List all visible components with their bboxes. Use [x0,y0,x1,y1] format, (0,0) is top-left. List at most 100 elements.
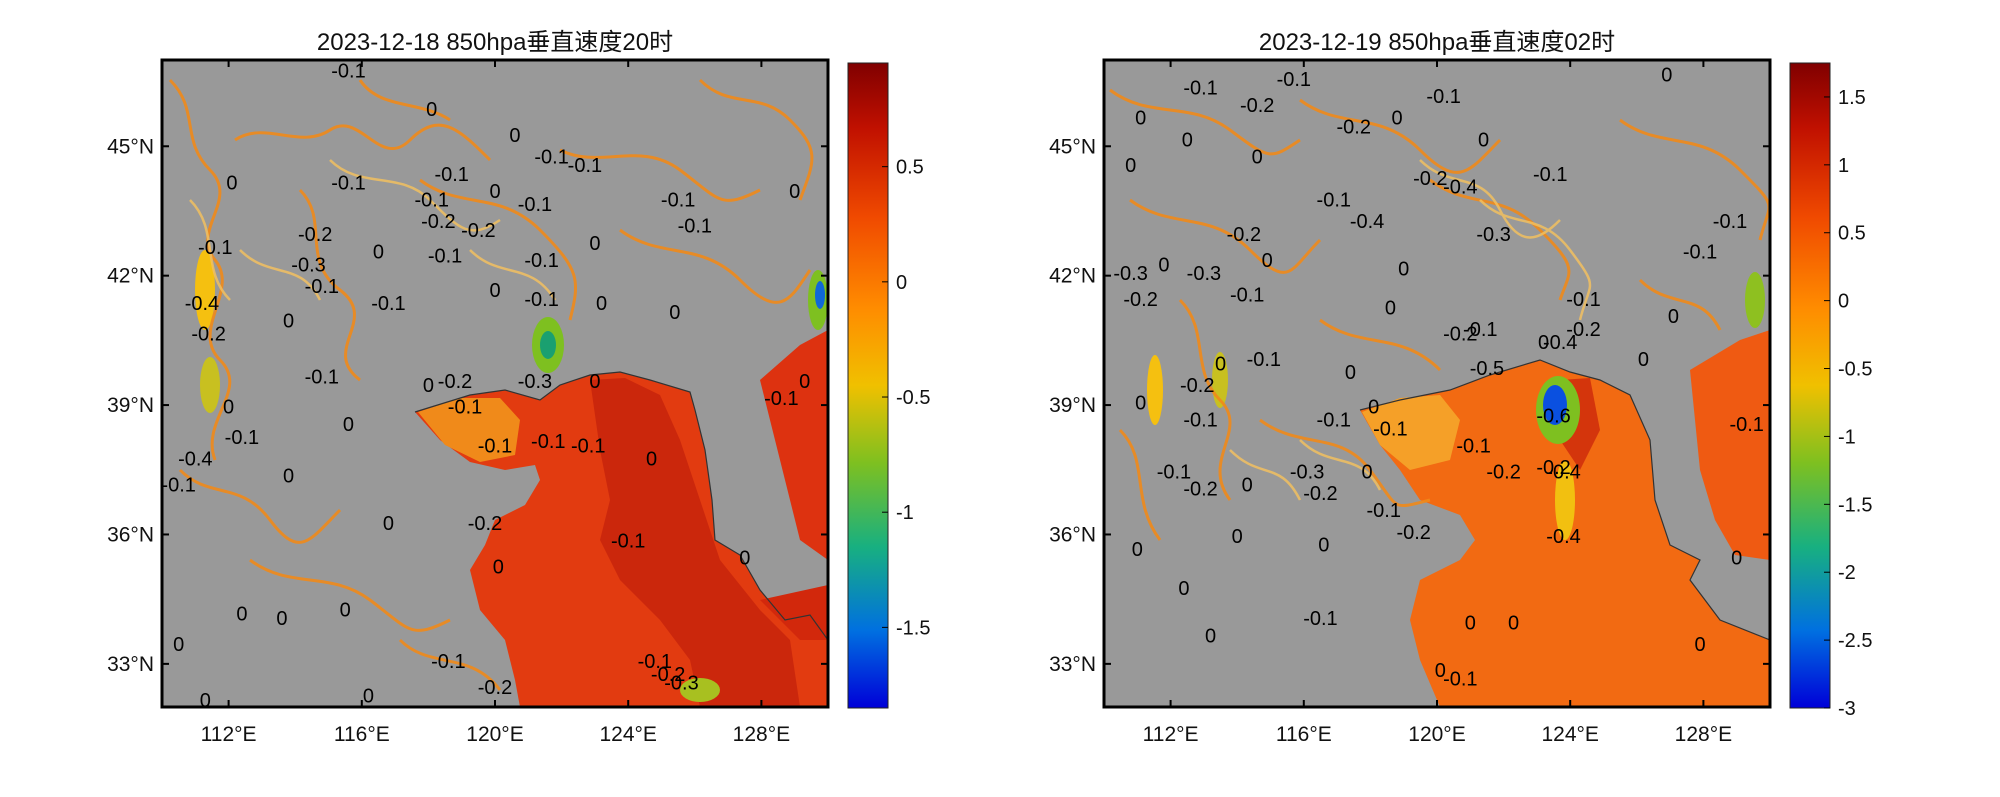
contour-label: 0 [1242,474,1253,496]
contour-label: -0.1 [225,427,259,449]
sea-field-bohai [418,398,520,462]
contour-label: -0.1 [1183,78,1217,100]
panel-title-right: 2023-12-19 850hpa垂直速度02时 [1259,29,1615,56]
coastline [1359,359,1770,641]
x-tick-label: 112°E [1143,723,1199,746]
contour-label: 0 [276,608,287,630]
panel-title-left: 2023-12-18 850hpa垂直速度20时 [317,29,673,56]
contour-label: 0 [1135,108,1146,130]
contour-label: 0 [1661,65,1672,87]
contour-label: -0.2 [1337,116,1371,138]
contour-label: 0 [226,172,237,194]
contour-label: -0.2 [651,664,685,686]
contour-label: -0.2 [298,224,332,246]
contour-label: -0.1 [414,190,448,212]
contour-label: -0.2 [461,220,495,242]
contour-label: -0.4 [1543,332,1577,354]
contour-label: 0 [1232,526,1243,548]
x-tick-label: 116°E [1276,723,1332,746]
colorbar-right: 1.5 1 0.5 0 -0.5 -1 -1.5 -2 -2.5 -3 [1789,62,1872,720]
contour-label: -0.2 [468,513,502,535]
contour-label: 0 [1318,535,1329,557]
contour-label: 0 [1252,147,1263,169]
contour-label: 0 [200,690,211,712]
contour-label: -0.1 [1426,86,1460,108]
contour-label: -0.1 [331,60,365,82]
contour-label: -0.1 [434,164,468,186]
y-tick-label: 42°N [1049,265,1096,288]
contour-label: -0.2 [1227,224,1261,246]
contour-label: 0 [493,556,504,578]
contour-label: 0 [1158,254,1169,276]
contour-label: -0.1 [305,367,339,389]
contour-label: -0.1 [568,155,602,177]
contour-label: -0.2 [1123,289,1157,311]
colorbar-tick-label: -0.5 [1838,359,1872,381]
contour-label: -0.4 [1546,526,1580,548]
x-tick-label: 124°E [599,723,656,746]
map-panel-left: 2023-12-18 850hpa垂直速度20时 [107,29,930,746]
contour-label: -0.1 [1317,190,1351,212]
contour-label: -0.4 [178,448,212,470]
contour-label: -0.1 [448,397,482,419]
contour-label: -0.4 [1350,211,1384,233]
contour-label: -0.1 [1533,164,1567,186]
contour-label: 0 [489,280,500,302]
contour-label: -0.1 [611,530,645,552]
contour-label: 0 [646,448,657,470]
colorbar-left: 0.5 0 -0.5 -1 -1.5 [847,62,930,709]
contour-label: 0 [1435,660,1446,682]
negative-center [680,678,720,702]
contour-label: 0 [1391,108,1402,130]
contour-label: -0.3 [1187,263,1221,285]
sea-field-bohai [1362,395,1460,470]
contour-label: -0.1 [1373,418,1407,440]
colorbar-tick-label: 0 [896,272,907,294]
y-tick-label: 45°N [107,135,154,158]
contour-label: -0.1 [1230,285,1264,307]
y-tick-label: 39°N [1049,394,1096,417]
y-tick-label: 33°N [1049,653,1096,676]
contour-label: -0.3 [664,673,698,695]
contour-label: -0.1 [431,651,465,673]
negative-band [1555,460,1575,540]
contour-label: -0.1 [524,289,558,311]
x-tick-label: 128°E [1675,723,1732,746]
contour-label: -0.1 [678,216,712,238]
colorbar-tick-label: -1 [1838,426,1856,448]
contour-lines [1109,88,1770,541]
y-tick-label: 36°N [107,523,154,546]
contour-label: -0.1 [371,293,405,315]
axis-ticks-right: 112°E 116°E 120°E 124°E 128°E 33°N 36°N 39°N 42°… [1049,60,1770,746]
contour-label: -0.1 [518,194,552,216]
contour-label: -0.2 [478,677,512,699]
contour-label: 0 [509,125,520,147]
contour-label: -0.2 [1443,323,1477,345]
contour-label: -0.1 [1456,436,1490,458]
x-tick-label: 120°E [466,723,523,746]
contour-label: -0.1 [161,474,195,496]
contour-label: 0 [1731,548,1742,570]
colorbar-tick-label: 0 [1838,291,1849,313]
contour-label: -0.3 [1290,461,1324,483]
contour-label: 0 [340,599,351,621]
contour-label: 0 [1465,612,1476,634]
colorbar-tick-label: -1.5 [896,617,930,639]
contour-label: -0.1 [1277,69,1311,91]
negative-center-core [815,281,825,309]
colorbar-tick-label: 0.5 [896,157,924,179]
colorbar-tick-label: -1.5 [1838,494,1872,516]
contour-label: -0.2 [1396,522,1430,544]
contour-label: 0 [1368,397,1379,419]
contour-label: -0.1 [1183,410,1217,432]
y-tick-label: 42°N [107,265,154,288]
contour-label: -0.1 [1566,289,1600,311]
colorbar-tick-label: -2 [1838,562,1856,584]
contour-label: 0 [173,634,184,656]
contour-label: 0 [426,99,437,121]
contour-label: 0 [1668,306,1679,328]
contour-label: -0.2 [421,211,455,233]
contour-label: 0 [1478,129,1489,151]
sea-field-southeast [760,585,828,640]
